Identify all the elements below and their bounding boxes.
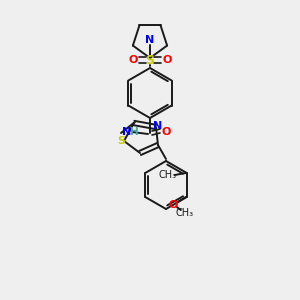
Text: O: O	[168, 200, 178, 210]
Text: S: S	[146, 53, 154, 67]
Text: H: H	[130, 127, 138, 137]
Text: N: N	[146, 35, 154, 45]
Text: O: O	[128, 55, 138, 65]
Text: N: N	[122, 127, 132, 137]
Text: CH₃: CH₃	[176, 208, 194, 218]
Text: S: S	[117, 136, 125, 146]
Text: O: O	[161, 127, 171, 137]
Text: N: N	[153, 121, 163, 131]
Text: O: O	[162, 55, 172, 65]
Text: CH₃: CH₃	[159, 170, 177, 180]
